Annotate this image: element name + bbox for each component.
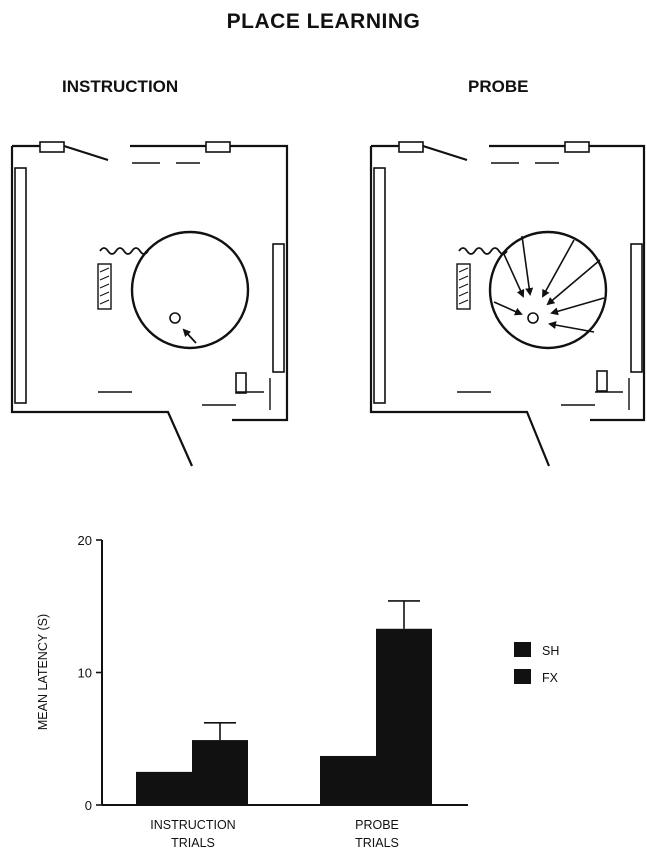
shelf-right (630, 243, 643, 373)
probe-room-diagram (369, 141, 646, 467)
pool-circle (488, 230, 608, 350)
y-axis-label: MEAN LATENCY (S) (36, 614, 50, 730)
probe-panel-label: PROBE (468, 77, 529, 96)
x-category-label-line2: TRIALS (171, 836, 215, 850)
window-top-right (564, 141, 590, 153)
platform-circle (527, 312, 539, 324)
bar-fx-1 (376, 628, 432, 805)
probe-arrow-3 (542, 239, 575, 298)
small-box-icon (235, 372, 247, 394)
legend-label-sh: SH (542, 644, 559, 658)
probe-arrow-7 (493, 301, 523, 316)
legend-swatch-fx (514, 669, 531, 684)
y-tick-label: 20 (78, 533, 92, 548)
dash-bottom (98, 391, 264, 406)
window-top-left (398, 141, 424, 153)
swim-path-arrow (182, 328, 197, 344)
figure-title: PLACE LEARNING (226, 10, 421, 33)
room-wall-top-right (489, 144, 646, 422)
probe-arrow-6 (548, 321, 595, 333)
room-wall-left (10, 146, 78, 414)
x-category-labels: INSTRUCTION TRIALS PROBE TRIALS (150, 818, 399, 850)
platform-circle (169, 312, 181, 324)
squiggle-cue-icon (99, 247, 149, 255)
bar-sh-0 (136, 771, 192, 805)
bar-sh-1 (320, 755, 376, 805)
probe-arrow-5 (550, 297, 605, 316)
probe-arrow-4 (546, 259, 601, 306)
dash-bottom (457, 391, 623, 406)
y-tick-label: 10 (78, 666, 92, 681)
bar-fx-0 (192, 740, 248, 805)
window-top-left (39, 141, 65, 153)
legend-swatch-sh (514, 642, 531, 657)
shelf-left (14, 167, 27, 404)
window-top-right (205, 141, 231, 153)
hatched-cue-icon (97, 263, 112, 310)
room-wall-left (369, 146, 437, 414)
probe-arrow-1 (502, 251, 525, 298)
door-top-icon (422, 144, 468, 162)
instruction-room-diagram (10, 141, 289, 467)
hatch-pattern (458, 267, 469, 305)
hatched-cue-icon (456, 263, 471, 310)
door-top-icon (63, 144, 109, 162)
pool-circle (130, 230, 250, 350)
x-category-label: INSTRUCTION (150, 818, 235, 832)
hatch-pattern (99, 267, 110, 305)
latency-bar-chart: MEAN LATENCY (S) 0 10 20 INSTRUCTION TRIALS… (36, 533, 559, 850)
x-category-label: PROBE (355, 818, 399, 832)
legend-label-fx: FX (542, 671, 559, 685)
bars (136, 600, 432, 805)
y-tick-label: 0 (85, 798, 92, 813)
probe-arrows (493, 235, 605, 333)
legend: SH FX (514, 642, 559, 685)
probe-arrow-2 (521, 235, 534, 296)
squiggle-cue-icon (458, 247, 508, 255)
y-ticks: 0 10 20 (78, 533, 102, 813)
shelf-left (373, 167, 386, 404)
small-box-icon (596, 370, 608, 392)
x-category-label-line2: TRIALS (355, 836, 399, 850)
shelf-right (272, 243, 285, 373)
instruction-panel-label: INSTRUCTION (62, 77, 179, 96)
room-wall-top-right (130, 144, 289, 422)
room-wall-bottom (78, 410, 194, 467)
room-wall-bottom (437, 410, 551, 467)
